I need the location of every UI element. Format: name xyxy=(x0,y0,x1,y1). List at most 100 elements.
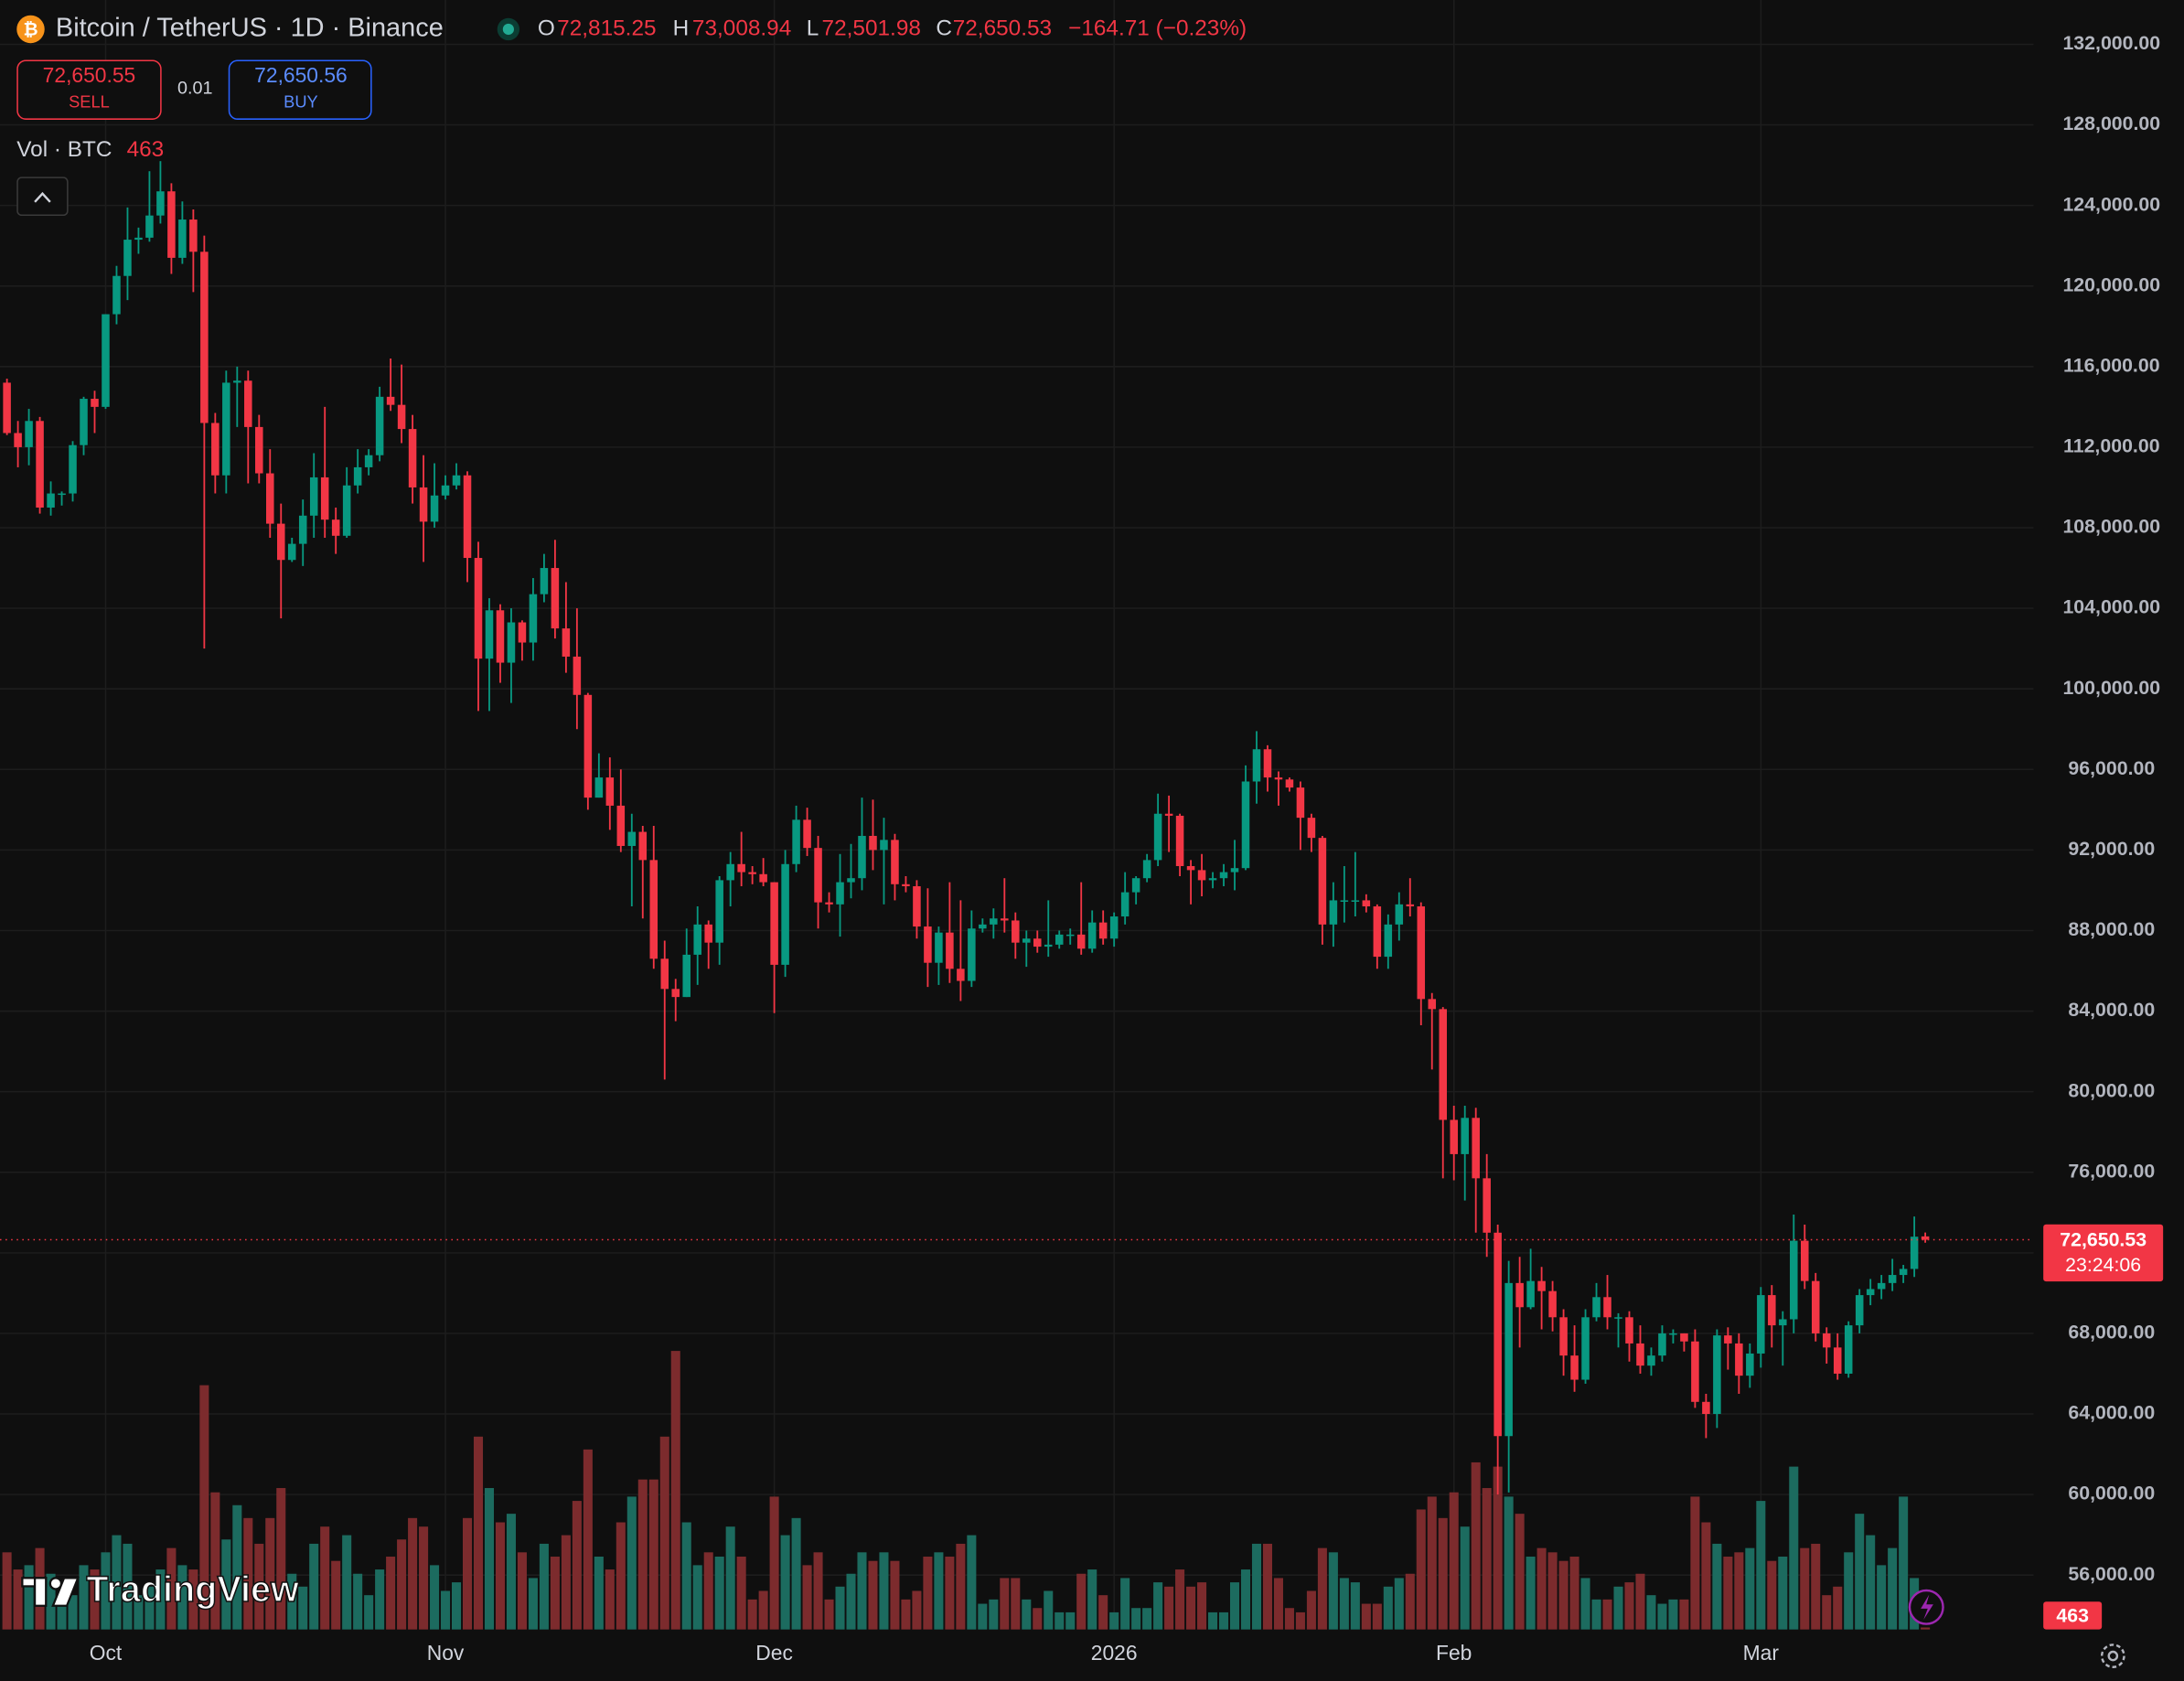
alert-icon[interactable] xyxy=(1908,1589,1944,1625)
candle-body xyxy=(562,628,571,657)
candle-body xyxy=(1439,1009,1448,1120)
volume-bar xyxy=(1186,1586,1196,1630)
candle-body xyxy=(255,426,263,474)
candle-body xyxy=(1833,1347,1842,1374)
volume-bar xyxy=(517,1552,527,1630)
candle-body xyxy=(957,969,965,981)
candle-body xyxy=(847,878,855,883)
volume-bar xyxy=(166,1547,177,1630)
volume-bar xyxy=(1690,1496,1700,1630)
volume-bar xyxy=(824,1599,834,1630)
volume-bar xyxy=(681,1522,691,1630)
ohlc-value: 73,008.94 xyxy=(692,16,791,40)
y-tick-label: 88,000.00 xyxy=(2068,918,2155,940)
candle-body xyxy=(1461,1118,1469,1154)
volume-bar xyxy=(430,1565,440,1630)
candle-body xyxy=(638,831,648,861)
volume-bar xyxy=(1197,1582,1207,1630)
volume-bar xyxy=(1087,1569,1097,1630)
candle-body xyxy=(441,485,450,496)
candle-body xyxy=(1175,815,1184,866)
ohlc-key: H xyxy=(673,16,690,40)
volume-bar xyxy=(670,1351,680,1630)
volume-bar xyxy=(791,1517,801,1630)
candle-body xyxy=(726,863,734,881)
volume-bar xyxy=(659,1436,669,1630)
candle-body xyxy=(1877,1282,1886,1290)
buy-button[interactable] xyxy=(228,59,372,120)
candle-body xyxy=(1603,1297,1611,1318)
candle-body xyxy=(1526,1280,1535,1308)
volume-bar xyxy=(2,1552,12,1630)
volume-bar xyxy=(1405,1573,1415,1630)
candle-body xyxy=(1910,1237,1919,1269)
volume-bar xyxy=(1065,1611,1076,1630)
candle-body xyxy=(1570,1355,1579,1380)
candle-body xyxy=(1219,872,1228,879)
candle-body xyxy=(1724,1335,1732,1344)
candle-body xyxy=(1384,924,1393,958)
collapse-button[interactable] xyxy=(16,177,69,217)
candle-body xyxy=(102,314,110,407)
volume-bar xyxy=(956,1543,966,1630)
volume-bar xyxy=(1844,1552,1854,1630)
volume-bar xyxy=(594,1557,604,1630)
volume-bar xyxy=(473,1436,484,1630)
volume-bar xyxy=(155,1569,166,1630)
sell-price: 72,650.55 xyxy=(43,63,136,87)
volume-bar xyxy=(1175,1569,1185,1630)
y-tick-label: 80,000.00 xyxy=(2068,1079,2155,1101)
candle-body xyxy=(1241,781,1250,869)
volume-bar xyxy=(276,1488,286,1630)
volume-bar xyxy=(835,1586,845,1630)
volume-bar xyxy=(1219,1611,1229,1630)
volume-bar xyxy=(1460,1526,1470,1630)
countdown-label: 23:24:06 xyxy=(2065,1254,2141,1276)
volume-bar xyxy=(506,1514,516,1630)
candle-body xyxy=(1120,892,1129,917)
volume-bar xyxy=(912,1590,922,1630)
volume-bar xyxy=(1076,1573,1087,1630)
candle-body xyxy=(485,610,494,659)
volume-bar xyxy=(1109,1611,1119,1630)
order-quantity[interactable]: 0.01 xyxy=(177,79,213,99)
y-tick-label: 60,000.00 xyxy=(2068,1483,2155,1504)
y-tick-label: 64,000.00 xyxy=(2068,1402,2155,1424)
volume-bar xyxy=(1383,1586,1393,1630)
volume-bar xyxy=(1350,1582,1360,1630)
settings-gear xyxy=(2100,1644,2125,1668)
volume-bar xyxy=(1044,1590,1054,1630)
volume-bar xyxy=(879,1552,889,1630)
candle-body xyxy=(1055,934,1064,945)
volume-bar xyxy=(572,1501,582,1630)
y-tick-label: 116,000.00 xyxy=(2063,354,2160,376)
candle-body xyxy=(1318,838,1327,925)
volume-bar xyxy=(134,1595,144,1630)
axes: 56,000.0060,000.0064,000.0068,000.0072,0… xyxy=(90,32,2164,1665)
volume-bar xyxy=(1591,1599,1601,1630)
candle-body xyxy=(1888,1275,1897,1283)
x-tick-label: 2026 xyxy=(1091,1641,1138,1665)
y-tick-label: 76,000.00 xyxy=(2068,1160,2155,1182)
volume-bar xyxy=(550,1557,560,1630)
volume-bar xyxy=(1033,1608,1043,1630)
ohlc-value: 72,815.25 xyxy=(557,16,656,40)
volume-bar xyxy=(692,1565,702,1630)
candle-body xyxy=(1735,1343,1743,1376)
candle-body xyxy=(463,475,472,559)
candle-body xyxy=(759,873,767,883)
candle-body xyxy=(1274,777,1283,780)
candle-body xyxy=(902,883,910,887)
volume-bar xyxy=(616,1522,626,1630)
ohlc-key: O xyxy=(538,16,555,40)
symbol-title[interactable]: Bitcoin / TetherUS · 1D · Binance xyxy=(56,14,444,43)
volume-bar xyxy=(320,1526,330,1630)
volume-bar xyxy=(1526,1557,1536,1630)
candle-body xyxy=(1483,1178,1491,1233)
volume-bar xyxy=(780,1535,790,1630)
y-tick-label: 92,000.00 xyxy=(2068,838,2155,860)
sell-button[interactable] xyxy=(16,59,162,120)
volume-bar xyxy=(462,1517,473,1630)
settings-icon[interactable] xyxy=(2100,1644,2125,1668)
